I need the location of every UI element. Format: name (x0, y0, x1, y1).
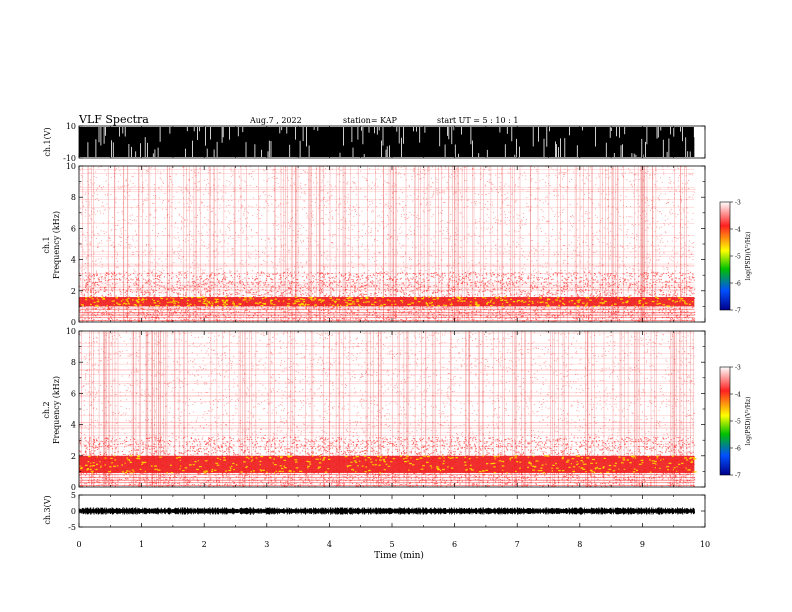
cb1-tick-label: -6 (735, 281, 741, 288)
ch1-colorbar-gradient (719, 201, 731, 311)
ch1-spectrogram-ytick-label: 8 (71, 193, 76, 202)
cb2-tick-label: -7 (735, 473, 741, 480)
ch2-spectrogram-ytick-label: 6 (71, 389, 76, 398)
ch1-waveform-ytick-label: -10 (63, 154, 76, 163)
ch1-spectrogram-sferics (82, 166, 687, 322)
ch2-spectrogram-panel: 0 2 4 6 8 10 (66, 327, 706, 492)
ch1-waveform-ylabel: ch.1(V) (43, 127, 52, 156)
x-axis: 0 1 2 3 4 5 6 7 8 9 10 (76, 540, 710, 549)
station-label: station= KAP (343, 116, 398, 125)
ch1-spectrogram-low-lines (79, 309, 695, 321)
ch3-waveform-signal-trace (78, 507, 696, 515)
ch2-spectrogram-ytick-label: 8 (71, 358, 76, 367)
x-tick-label: 1 (139, 540, 144, 549)
ch1-waveform-signal-fill (79, 127, 695, 157)
cb1-tick-label: -4 (735, 227, 741, 234)
ch2-spectrogram-low-lines (79, 474, 695, 486)
ch1-spectrogram-ytick-label: 2 (71, 287, 76, 296)
x-tick-label: 6 (452, 540, 457, 549)
x-tick-label: 2 (202, 540, 207, 549)
date-label: Aug.7 , 2022 (249, 116, 302, 125)
ch1-spectrogram-ytick-label: 0 (71, 318, 76, 327)
ch1-spectrogram-harmonic-lines (79, 169, 695, 315)
ch1-waveform-signal-gaps (87, 127, 695, 157)
x-tick-label: 8 (577, 540, 582, 549)
ch3-waveform-ytick-label: 5 (71, 491, 76, 500)
ch1-waveform-ytick-label: 10 (66, 122, 76, 131)
cb1-tick-label: -3 (735, 200, 741, 207)
ch3-waveform-ytick-label: -5 (68, 523, 76, 532)
ch1-colorbar: log(PSD)(V²/Hz) -3 -4 -5 -6 -7 (719, 200, 752, 315)
ch1-spectrogram-intense-band (79, 297, 695, 307)
ch2-spectrogram-ytick-label: 10 (66, 327, 76, 336)
ch2-colorbar-gradient (719, 366, 731, 476)
ch1-spec-ylabel-top: ch.1 (42, 236, 51, 253)
x-tick-label: 10 (700, 540, 710, 549)
ch2-spectrogram-ytick-label: 0 (71, 483, 76, 492)
ch2-colorbar: log(PSD)(V²/Hz) -3 -4 -5 -6 -7 (719, 365, 752, 480)
cb2-tick-label: -5 (735, 419, 741, 426)
ch1-spectrogram-ytick-label: 6 (71, 224, 76, 233)
x-tick-label: 3 (264, 540, 269, 549)
ch1-spectrogram-peak-spots (80, 296, 694, 307)
x-tick-label: 9 (640, 540, 645, 549)
ch3-waveform-panel: 5 0 -5 (68, 491, 706, 532)
ch2-spectrogram-peak-spots (79, 455, 697, 474)
ch3-waveform-ytick-label: 0 (71, 507, 76, 516)
ch2-spec-ylabel-top: ch.2 (42, 401, 51, 418)
ch2-colorbar-label: log(PSD)(V²/Hz) (745, 397, 752, 446)
x-tick-label: 4 (327, 540, 332, 549)
ch2-spec-ylabel: Frequency (kHz) (52, 376, 61, 444)
ch1-spectrogram-ytick-label: 10 (66, 162, 76, 171)
ch1-waveform-panel: 10 -10 (63, 122, 706, 163)
cb2-tick-label: -4 (735, 392, 741, 399)
x-tick-label: 7 (515, 540, 520, 549)
ch1-spectrogram-panel: 0 2 4 6 8 10 (66, 162, 706, 327)
ch2-spectrogram-ytick-label: 2 (71, 452, 76, 461)
figure-title: VLF Spectra (78, 113, 149, 126)
x-axis-label: Time (min) (374, 550, 424, 561)
x-tick-label: 5 (389, 540, 394, 549)
cb2-tick-label: -3 (735, 365, 741, 372)
ch1-spectrogram-ytick-label: 4 (71, 256, 76, 265)
cb1-tick-label: -7 (735, 308, 741, 315)
cb2-tick-label: -6 (735, 446, 741, 453)
start-time-label: start UT = 5 : 10 : 1 (437, 116, 518, 125)
ch2-spectrogram-sferics (81, 331, 694, 487)
ch1-spec-ylabel: Frequency (kHz) (52, 211, 61, 279)
cb1-tick-label: -5 (735, 254, 741, 261)
ch2-spectrogram-ytick-label: 4 (71, 421, 76, 430)
x-tick-label: 0 (76, 540, 81, 549)
ch3-waveform-ylabel: ch.3(V) (43, 495, 52, 524)
ch1-colorbar-label: log(PSD)(V²/Hz) (745, 232, 752, 281)
